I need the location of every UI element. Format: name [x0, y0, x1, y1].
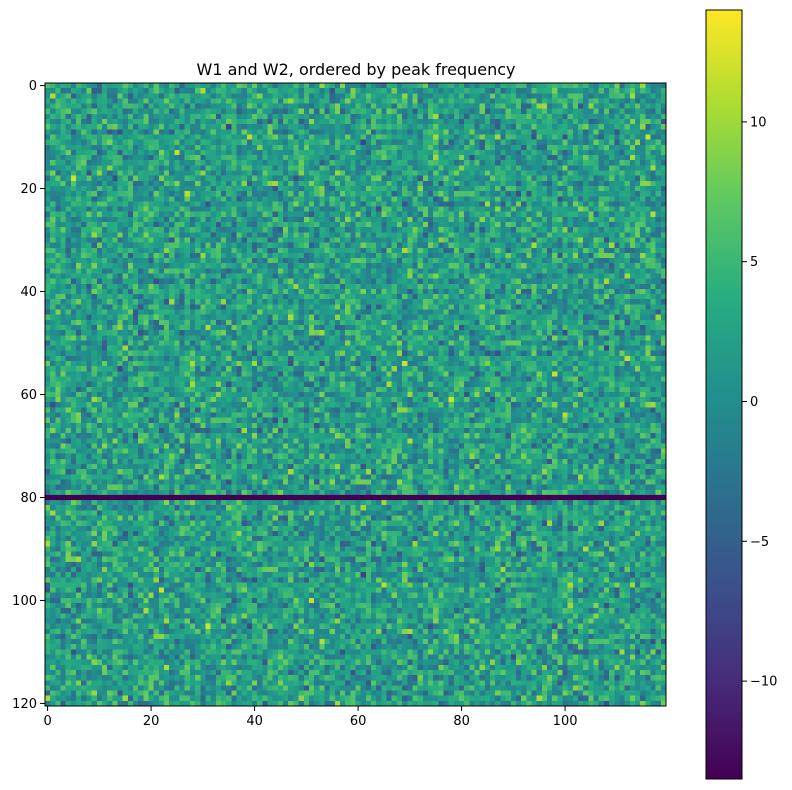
heatmap-image [45, 83, 666, 706]
colorbar-tick-label: 0 [750, 395, 758, 410]
y-tick-label: 120 [12, 697, 37, 712]
y-tick-label: 0 [29, 79, 37, 94]
y-tick-label: 60 [20, 388, 37, 403]
colorbar-gradient [706, 10, 742, 779]
x-tick-label: 60 [350, 714, 367, 729]
colorbar-tick-label: −10 [750, 675, 777, 690]
chart-title: W1 and W2, ordered by peak frequency [197, 60, 516, 79]
heatmap [44, 82, 667, 707]
colorbar-tick-label: −5 [750, 535, 769, 550]
x-axis: 0 20 40 60 80 100 [43, 706, 578, 729]
colorbar-ticks: 10 5 0 −5 −10 [742, 115, 777, 690]
x-tick-label: 40 [246, 714, 263, 729]
y-tick-label: 100 [12, 594, 37, 609]
y-tick-label: 80 [20, 491, 37, 506]
colorbar: 10 5 0 −5 −10 [705, 9, 777, 780]
x-tick-label: 0 [43, 714, 51, 729]
separator-row [45, 494, 666, 501]
colorbar-tick-label: 10 [750, 115, 767, 130]
y-axis: 0 20 40 60 80 100 120 [12, 79, 45, 712]
y-tick-label: 40 [20, 285, 37, 300]
x-tick-label: 100 [553, 714, 578, 729]
y-tick-label: 20 [20, 182, 37, 197]
x-tick-label: 80 [453, 714, 470, 729]
colorbar-frame [705, 9, 743, 780]
colorbar-tick-label: 5 [750, 255, 758, 270]
x-tick-label: 20 [143, 714, 160, 729]
